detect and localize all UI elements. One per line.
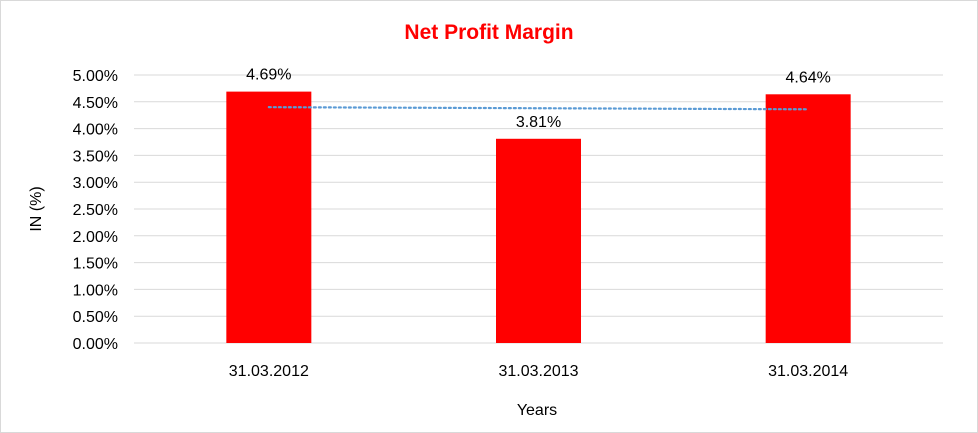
y-tick-label: 3.50% bbox=[73, 148, 118, 165]
y-tick-label: 5.00% bbox=[73, 68, 118, 85]
y-tick-label: 0.00% bbox=[73, 336, 118, 353]
x-tick-label: 31.03.2014 bbox=[768, 363, 848, 380]
bar bbox=[226, 91, 312, 343]
x-tick-label: 31.03.2013 bbox=[498, 363, 578, 380]
bar bbox=[496, 138, 581, 343]
bars bbox=[226, 91, 851, 344]
chart-title: Net Profit Margin bbox=[404, 21, 573, 44]
y-axis-ticks: 0.00% 0.50% 1.00% 1.50% 2.00% 2.50% 3.00% 3.50%… bbox=[73, 68, 118, 353]
x-tick-label: 31.03.2012 bbox=[229, 363, 309, 380]
y-tick-label: 1.00% bbox=[73, 282, 118, 299]
bar bbox=[765, 94, 851, 344]
trendline bbox=[267, 106, 810, 111]
y-tick-label: 1.50% bbox=[73, 256, 118, 273]
y-axis-title: IN (%) bbox=[28, 186, 45, 231]
x-axis-ticks: 31.03.2012 31.03.2013 31.03.2014 bbox=[229, 363, 849, 380]
y-tick-label: 4.50% bbox=[73, 95, 118, 112]
data-label: 4.69% bbox=[246, 67, 291, 84]
trendline-layer bbox=[267, 106, 810, 111]
data-label: 3.81% bbox=[516, 114, 561, 131]
data-labels: 4.69% 3.81% 4.64% bbox=[246, 67, 831, 131]
y-tick-label: 2.00% bbox=[73, 229, 118, 246]
y-tick-label: 2.50% bbox=[73, 202, 118, 219]
y-tick-label: 3.00% bbox=[73, 175, 118, 192]
y-tick-label: 0.50% bbox=[73, 309, 118, 326]
x-axis-title: Years bbox=[517, 402, 557, 419]
data-label: 4.64% bbox=[785, 69, 830, 86]
y-tick-label: 4.00% bbox=[73, 122, 118, 139]
